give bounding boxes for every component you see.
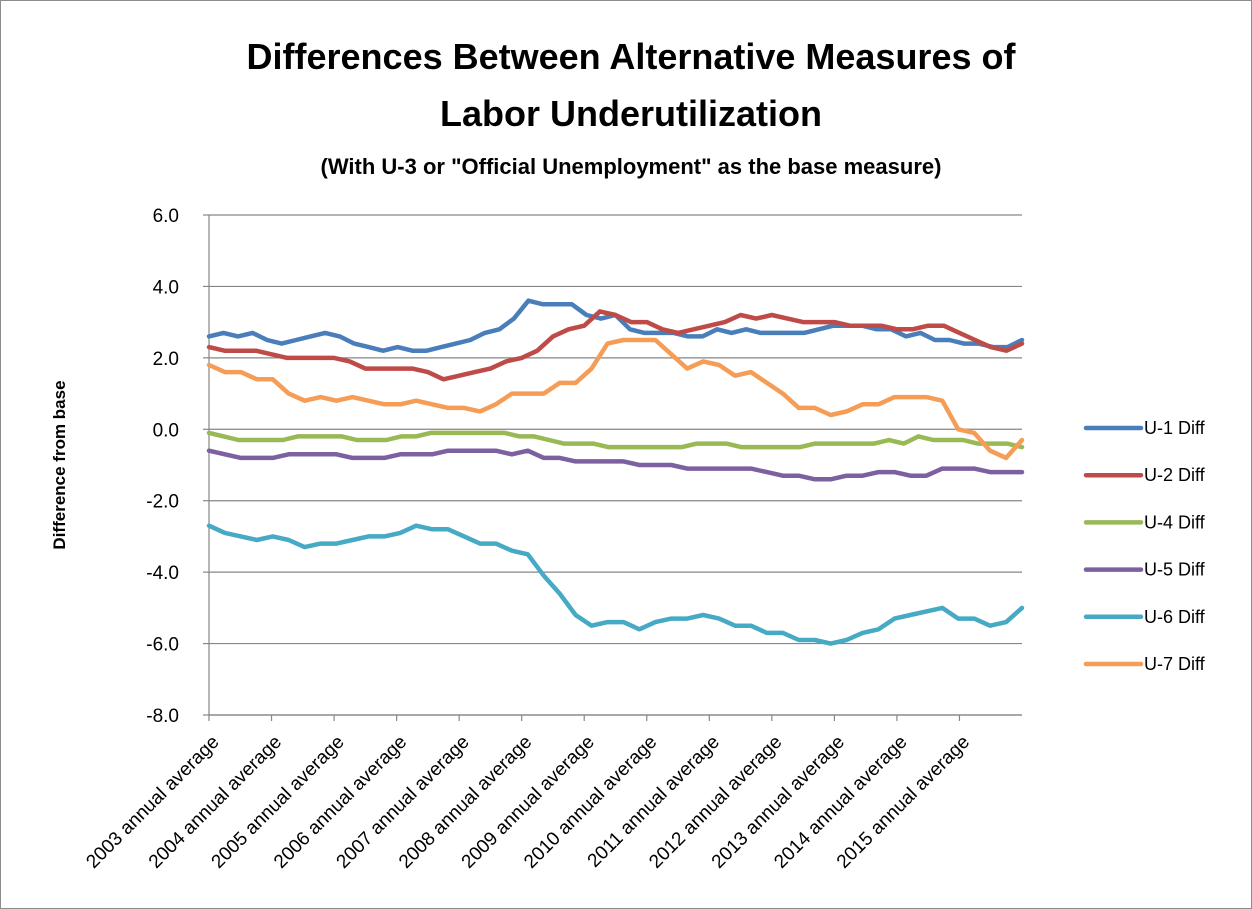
y-tick-label: 0.0 xyxy=(153,420,179,441)
y-tick-label: 2.0 xyxy=(153,349,179,370)
series-lines xyxy=(206,298,1025,646)
chart-title-line-1: Differences Between Alternative Measures… xyxy=(247,36,1017,77)
chart-subtitle: (With U-3 or "Official Unemployment" as … xyxy=(321,154,942,179)
y-tick-label: -2.0 xyxy=(146,492,179,513)
y-tick-labels: 6.0 4.0 2.0 0.0 -2.0 -4.0 -6.0 -8.0 xyxy=(146,206,179,727)
series-line-u-5-diff xyxy=(206,448,1025,482)
legend-label: U-4 Diff xyxy=(1144,512,1206,532)
y-axis-title: Difference from base xyxy=(50,380,69,549)
y-tick-label: -4.0 xyxy=(146,563,179,584)
legend-label: U-5 Diff xyxy=(1144,560,1206,580)
gridlines xyxy=(209,214,1022,716)
series-line-u-7-diff xyxy=(206,337,1025,461)
series-line-u-6-diff xyxy=(206,523,1025,646)
legend-label: U-6 Diff xyxy=(1144,607,1206,627)
y-tick-label: -8.0 xyxy=(146,706,179,727)
series-line-u-2-diff xyxy=(206,309,1025,382)
chart-title-line-2: Labor Underutilization xyxy=(440,93,822,134)
legend-label: U-1 Diff xyxy=(1144,418,1206,438)
legend-label: U-2 Diff xyxy=(1144,465,1206,485)
series-line-u-4-diff xyxy=(206,430,1025,450)
legend: U-1 Diff U-2 Diff U-4 Diff U-5 Diff U-6 Diff… xyxy=(1083,418,1206,674)
legend-label: U-7 Diff xyxy=(1144,654,1206,674)
y-tick-label: 4.0 xyxy=(153,277,179,298)
y-tick-label: 6.0 xyxy=(153,206,179,227)
y-tick-label: -6.0 xyxy=(146,635,179,656)
axes xyxy=(203,214,1022,716)
